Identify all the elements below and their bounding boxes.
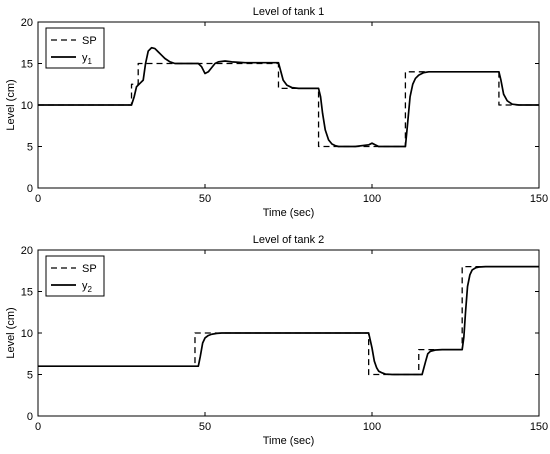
chart2-series-y-line: [38, 265, 539, 376]
chart1-legend: SP y1: [45, 27, 105, 69]
chart2-legend-label: y2: [82, 280, 93, 294]
chart1-series-y-line: [38, 46, 539, 148]
chart1-x-tick-label: 100: [363, 193, 381, 205]
chart1-legend-box: [45, 27, 105, 69]
chart1-legend-label-name: SP: [82, 35, 97, 47]
chart2-x-axis-label: Time (sec): [263, 435, 315, 447]
chart1-legend-label: y1: [82, 52, 93, 66]
chart1-legend-label-name: y: [82, 52, 88, 64]
chart2-legend-label-name: SP: [82, 263, 97, 275]
chart1-y-tick-label: 20: [21, 17, 33, 29]
chart1-x-axis-label: Time (sec): [263, 207, 315, 219]
chart2-legend-box: [45, 255, 105, 297]
chart2-title: Level of tank 2: [253, 234, 325, 246]
chart2-y-tick-label: 10: [21, 328, 33, 340]
chart1-legend-label-subscript: 1: [88, 57, 93, 66]
chart2-x-tick-label: 150: [530, 421, 548, 433]
chart2-x-tick-label: 0: [35, 421, 41, 433]
chart1-y-tick-label: 5: [27, 142, 33, 154]
chart1-y-tick-label: 15: [21, 59, 33, 71]
chart2-legend-label-subscript: 2: [88, 285, 93, 294]
chart1-x-tick-label: 0: [35, 193, 41, 205]
chart1-y-axis-label: Level (cm): [5, 79, 17, 130]
chart1-y-tick-label: 10: [21, 100, 33, 112]
chart1-x-tick-label: 150: [530, 193, 548, 205]
chart2-y-tick-label: 20: [21, 245, 33, 257]
chart1-y-tick-label: 0: [27, 183, 33, 195]
chart2-y-tick-label: 5: [27, 370, 33, 382]
chart2-legend-label-name: y: [82, 280, 88, 292]
chart2-x-tick-label: 100: [363, 421, 381, 433]
chart2-legend-label: SP: [82, 263, 97, 275]
chart1-x-tick-label: 50: [199, 193, 211, 205]
chart2-legend: SP y2: [45, 255, 105, 297]
chart1-title: Level of tank 1: [253, 6, 325, 18]
chart2-y-tick-label: 0: [27, 411, 33, 423]
chart2-x-tick-label: 50: [199, 421, 211, 433]
chart2-y-tick-label: 15: [21, 287, 33, 299]
chart2-y-axis-label: Level (cm): [5, 307, 17, 358]
chart1-legend-label: SP: [82, 35, 97, 47]
